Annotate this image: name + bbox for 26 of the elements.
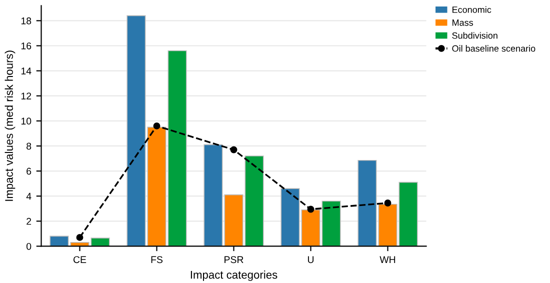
y-tick-label: 4 xyxy=(26,192,32,200)
point xyxy=(76,234,84,241)
x-axis-title: Impact categories xyxy=(190,270,278,281)
legend-label: Economic xyxy=(452,6,492,13)
y-tick-label: 10 xyxy=(21,118,32,125)
x-tick-label: PSR xyxy=(224,256,244,264)
legend-label: Oil baseline scenario xyxy=(452,45,536,52)
point xyxy=(230,146,238,154)
x-tick-label: WH xyxy=(380,256,396,263)
y-tick-label: 16 xyxy=(21,42,32,50)
y-tick-label: 18 xyxy=(21,17,32,24)
y-axis-title: Impact values (med risk hours) xyxy=(4,50,16,201)
point xyxy=(307,206,314,213)
y-tick-label: 0 xyxy=(26,242,32,250)
x-tick-label: FS xyxy=(151,256,163,264)
point xyxy=(153,122,160,130)
x-tick-label: U xyxy=(308,256,314,264)
legend-label: Mass xyxy=(452,20,474,26)
y-tick-label: 6 xyxy=(26,168,32,175)
legend-label: Subdivision xyxy=(452,32,498,39)
y-tick-label: 12 xyxy=(21,92,32,100)
y-tick-label: 2 xyxy=(26,218,32,225)
y-tick-label: 14 xyxy=(21,68,32,74)
y-tick-label: 8 xyxy=(26,142,32,150)
x-tick-label: CE xyxy=(73,256,86,264)
point xyxy=(384,200,392,206)
